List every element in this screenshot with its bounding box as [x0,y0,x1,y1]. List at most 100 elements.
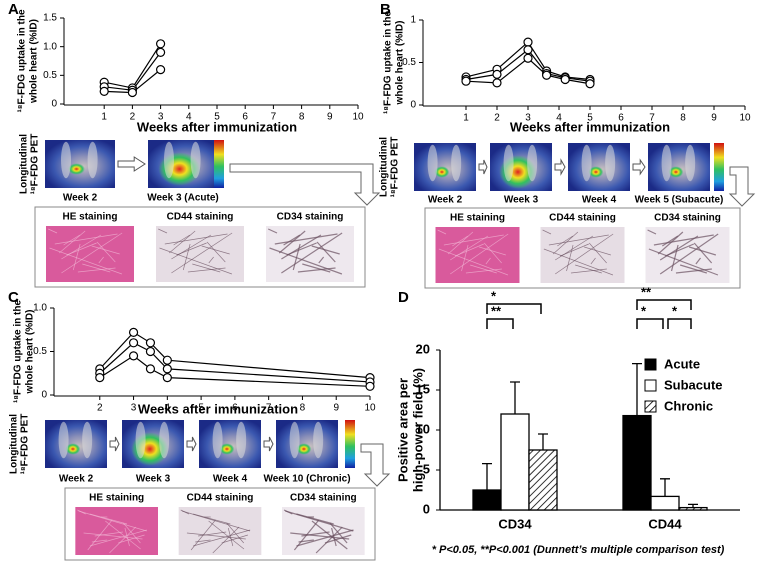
x-tick-label: 7 [266,403,272,414]
bar [622,414,652,511]
significance-label: * [672,303,678,318]
data-point [145,346,156,357]
staining-texture [77,267,116,273]
staining-texture [318,256,325,264]
data-point [523,37,533,47]
staining-texture [548,234,609,246]
x-tick-label: 8 [300,403,306,414]
bar [528,449,558,511]
staining-texture [221,534,249,544]
staining-label: CD34 staining [277,212,344,223]
y-axis-label: ¹⁸F-FDG uptake in the [17,9,28,112]
staining-texture [201,245,230,255]
staining-texture [438,248,509,276]
pet-hotspot [434,166,450,178]
pet-structure [212,421,223,459]
data-point [461,76,471,86]
significance-bracket [636,318,664,329]
staining-texture [695,257,701,265]
pet-label: ¹⁸F-FDG PET [30,134,41,195]
panel-label: C [8,289,19,306]
x-tick-label: 8 [680,113,686,124]
pet-label: Longitudinal [9,414,20,474]
staining-texture [269,247,343,275]
x-tick-label: CD34 [498,516,532,531]
series-line [99,342,371,383]
pet-structure [503,144,514,182]
staining-texture [89,513,128,525]
color-bar [345,420,355,468]
data-point [492,69,502,80]
pet-structure [236,421,247,459]
y-tick-label: 0 [410,100,416,111]
x-tick-label: 9 [327,112,333,123]
staining-texture [208,520,245,550]
legend-swatch [644,358,657,371]
x-tick-label: 3 [525,113,531,124]
pet-structure [82,421,93,459]
legend-swatch [644,400,657,413]
arrow [554,158,566,176]
data-point [145,338,156,348]
staining-texture [187,267,226,273]
panel-label: A [8,1,19,18]
x-tick-label: 2 [130,112,136,123]
x-tick-label: 6 [242,112,248,123]
staining-texture [181,510,251,532]
x-tick-label: 7 [649,113,655,124]
pet-caption: Week 3 [136,474,171,485]
staining-texture [91,245,120,255]
staining-texture [542,229,552,235]
staining-texture [450,233,509,275]
staining-texture [679,264,707,274]
staining-texture [192,263,221,273]
y-tick-label: 0.5 [33,346,47,357]
staining-texture [447,231,474,255]
y-axis-label: whole heart (%ID) [29,19,40,104]
x-tick-label: 10 [739,113,751,124]
data-point [128,338,139,348]
staining-texture [584,246,611,256]
staining-texture [193,529,251,547]
staining-texture [89,529,147,547]
legend-label: Acute [664,356,700,371]
x-tick-label: 9 [711,113,717,124]
pet-structure [313,421,324,459]
staining-texture [78,510,147,532]
pet-caption: Week 3 [504,195,539,206]
staining-texture [648,248,719,276]
arrow [109,436,120,452]
staining-texture [647,229,657,235]
series-line [104,43,162,89]
y-axis-label: ¹⁸F-FDG uptake in the [383,11,394,114]
error-bar [688,503,698,508]
staining-label: HE staining [450,213,505,224]
staining-texture [316,241,336,263]
staining-texture [575,264,602,274]
pet-caption: Week 4 [582,195,617,206]
panel-label: D [398,289,409,306]
significance-bracket [636,299,692,310]
data-point [128,327,139,337]
staining-texture [105,520,141,550]
staining-texture [63,234,81,246]
staining-texture [96,241,116,263]
staining-texture [689,246,717,256]
staining-texture [329,522,348,544]
pet-caption: Week 10 (Chronic) [263,474,350,485]
staining-label: HE staining [89,493,144,504]
y-tick-label: 20 [416,341,430,356]
data-point [365,381,375,391]
bar [472,489,502,511]
y-tick-label: 1.0 [43,41,57,52]
staining-texture [590,257,596,265]
y-axis-label: ¹⁸F-FDG uptake in the [13,300,24,403]
x-tick-label: 4 [556,113,562,124]
x-tick-label: 7 [271,112,277,123]
staining-texture [281,232,343,274]
pet-structure [605,144,616,182]
pet-structure [289,421,300,459]
footnote: * P<0.05, **P<0.001 (Dunnett’s multiple … [432,544,725,556]
pet-caption: Week 4 [213,474,248,485]
